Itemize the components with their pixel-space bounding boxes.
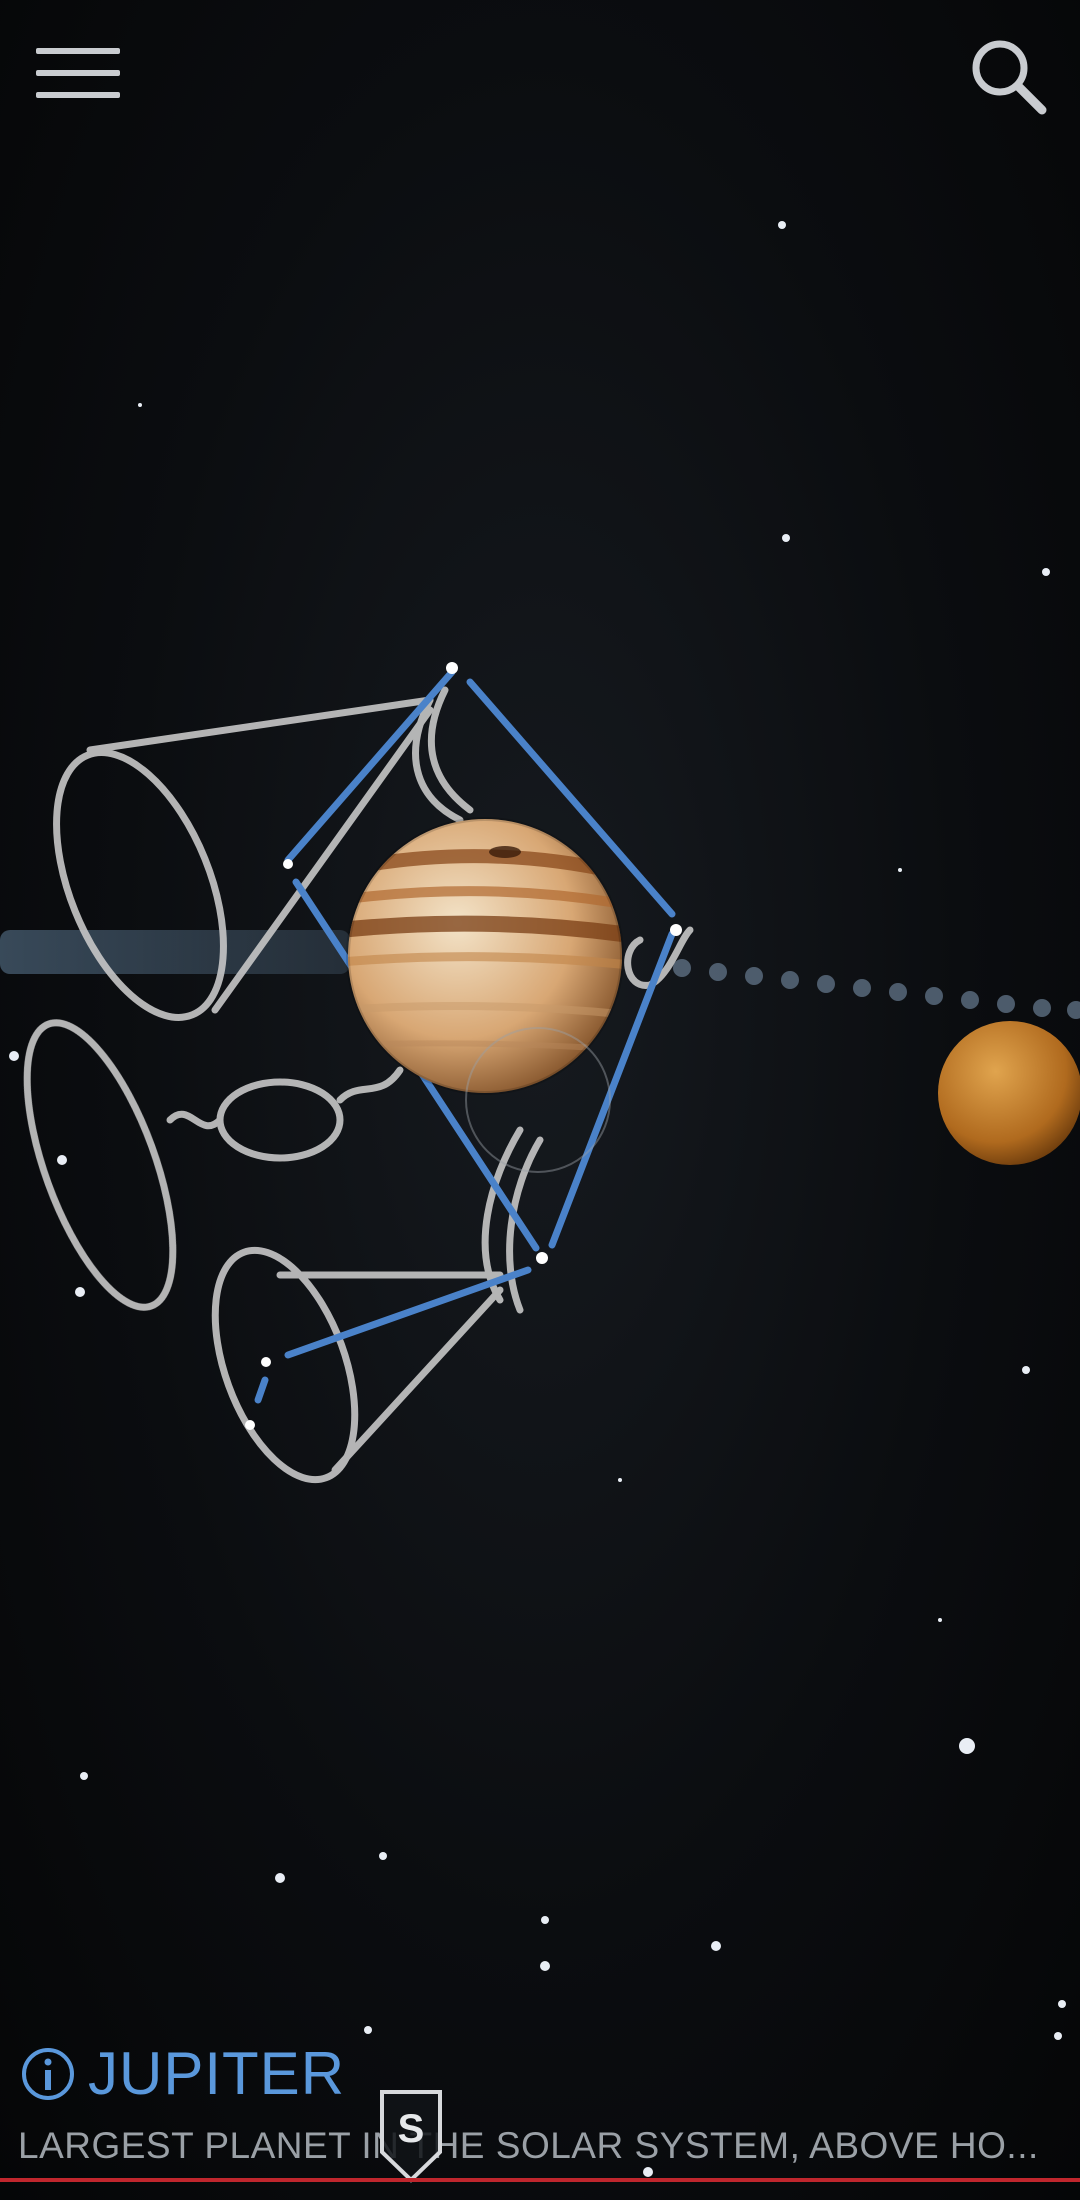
ecliptic-band xyxy=(0,930,350,974)
object-description[interactable]: LARGEST PLANET IN THE SOLAR SYSTEM, ABOV… xyxy=(18,2125,1039,2166)
constellation-artwork-libra xyxy=(23,686,694,1484)
venus-planet[interactable] xyxy=(938,1021,1080,1165)
object-title[interactable]: JUPITER xyxy=(88,2040,346,2107)
search-button[interactable] xyxy=(964,34,1054,124)
planet-path-dots xyxy=(673,959,1080,1019)
info-icon[interactable] xyxy=(20,2046,76,2102)
selection-ring xyxy=(465,1027,611,1173)
hamburger-menu-icon xyxy=(36,48,120,54)
search-icon xyxy=(972,40,1047,115)
object-info-bar[interactable]: JUPITER LARGEST PLANET IN THE SOLAR SYST… xyxy=(14,2036,1074,2186)
horizon-line xyxy=(0,2178,1080,2182)
menu-button[interactable] xyxy=(36,40,126,115)
compass-label: S xyxy=(398,2107,425,2151)
star-field xyxy=(9,221,1066,2177)
compass-south-marker[interactable]: S xyxy=(376,2086,446,2186)
compass-marker-icon: S xyxy=(380,2090,442,2183)
